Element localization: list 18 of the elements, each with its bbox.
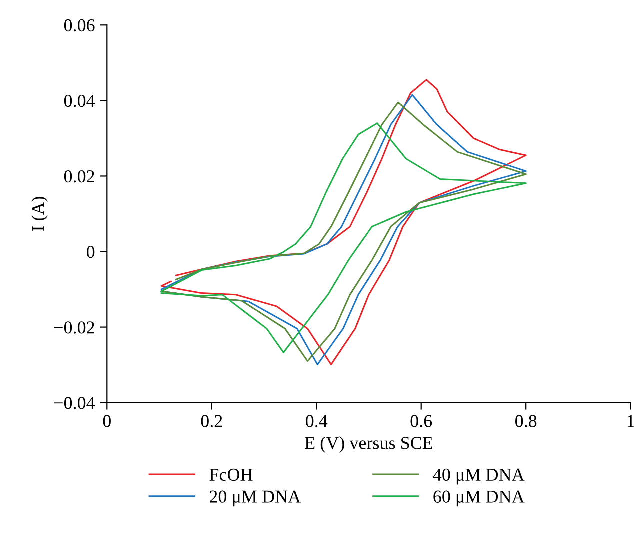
y-tick-label: 0.02 — [64, 170, 94, 183]
y-tick-label: 0.06 — [64, 19, 95, 32]
x-tick-label: 0.2 — [201, 415, 222, 428]
legend-label: FcOH — [210, 468, 253, 482]
legend-label: 40 μM DNA — [433, 468, 525, 485]
y-tick-label: −0.04 — [54, 397, 96, 410]
legend-label: 60 μM DNA — [434, 490, 525, 507]
x-axis-title: E (V) versus SCE — [305, 436, 433, 453]
y-tick-label: 0.04 — [64, 94, 96, 108]
legend-label: 20 μM DNA — [210, 490, 301, 507]
x-tick-label: 0 — [103, 415, 111, 428]
y-tick-label: 0 — [87, 246, 95, 258]
x-tick-label: 0.4 — [306, 415, 328, 428]
x-tick-label: 0.8 — [515, 415, 537, 428]
y-tick-label: −0.02 — [54, 322, 94, 334]
x-tick-label: 0.6 — [410, 415, 432, 428]
x-tick-label: 1 — [628, 415, 634, 428]
y-axis-title: I (A) — [32, 196, 48, 232]
